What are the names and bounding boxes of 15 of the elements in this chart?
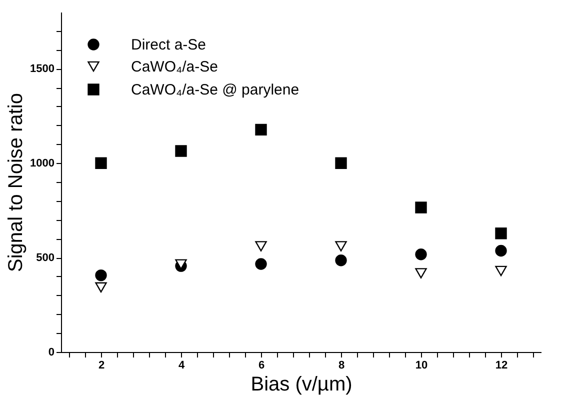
x-tick-label: 10 xyxy=(415,360,428,372)
legend-label: Direct a-Se xyxy=(131,36,206,54)
x-tick-label: 8 xyxy=(338,360,345,372)
x-tick-label: 2 xyxy=(98,360,105,372)
x-tick-label: 6 xyxy=(258,360,265,372)
y-axis-title: Signal to Noise ratio xyxy=(5,93,28,272)
y-tick-label: 0 xyxy=(48,346,54,358)
legend-label: CaWO₄/a-Se @ parylene xyxy=(131,82,300,98)
y-tick-label: 1000 xyxy=(30,158,54,170)
y-tick-label: 500 xyxy=(36,252,54,264)
legend-label: CaWO₄/a-Se xyxy=(131,58,218,76)
x-tick-label: 4 xyxy=(178,360,186,372)
x-tick-label: 12 xyxy=(495,360,508,372)
x-axis-title: Bias (v/µm) xyxy=(250,374,352,396)
y-tick-label: 1500 xyxy=(30,63,54,76)
